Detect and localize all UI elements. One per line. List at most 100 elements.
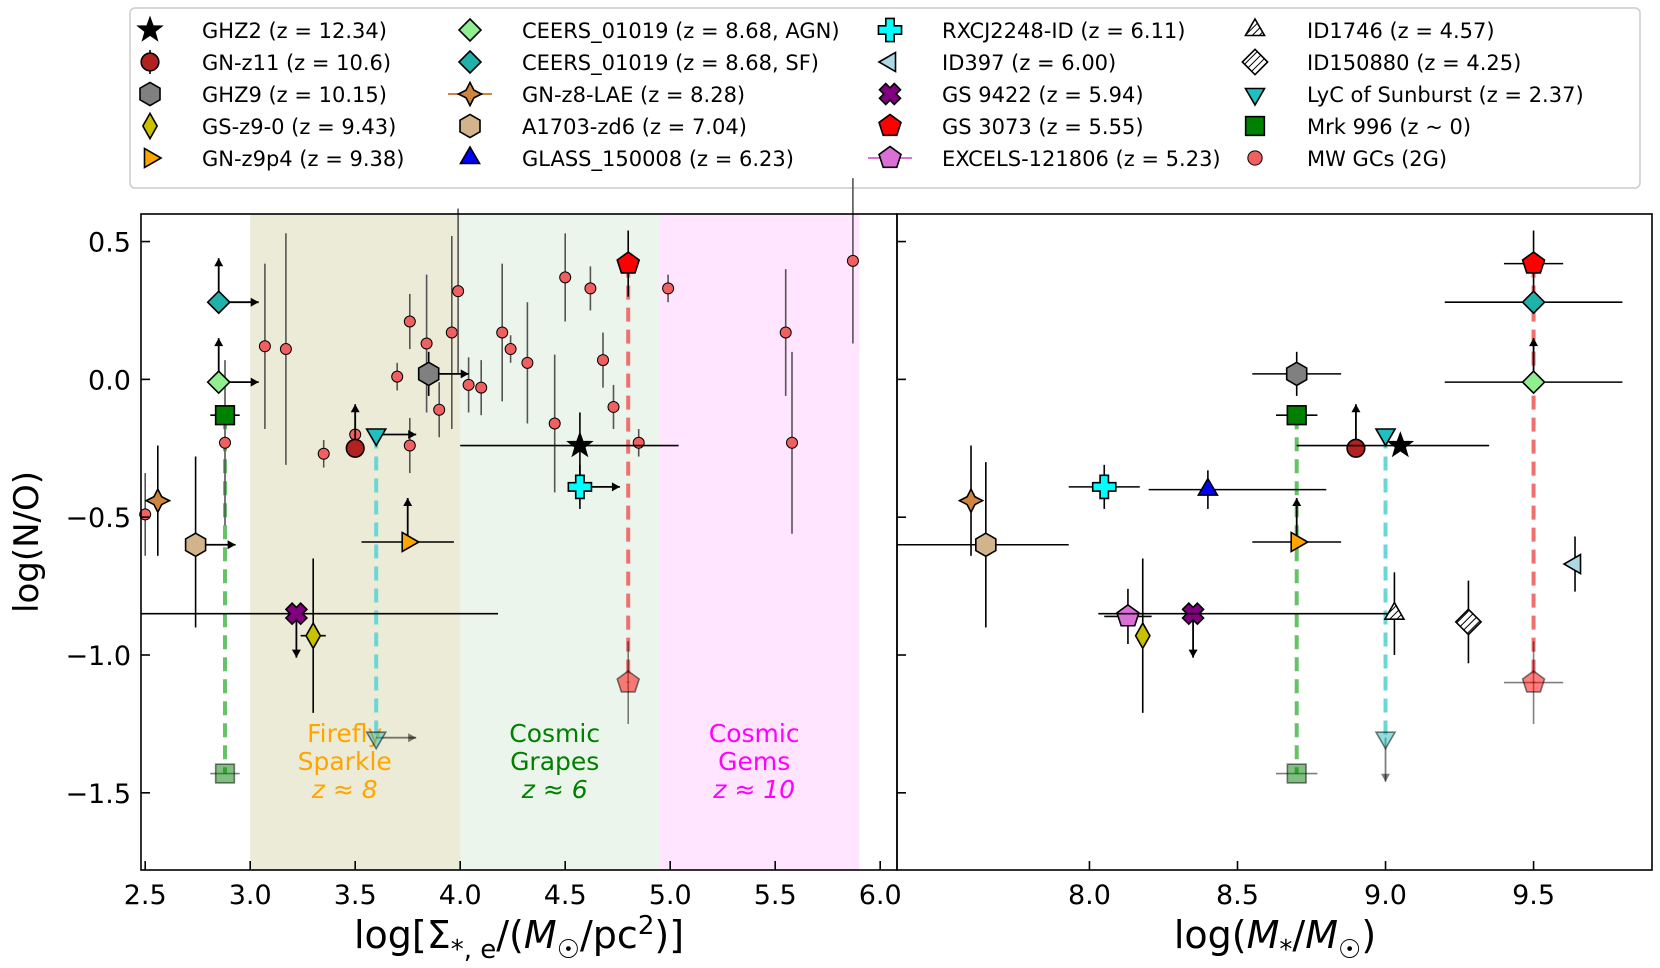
point-ghz9 [1285,361,1308,387]
mw-gc-point [403,315,416,328]
legend-marker [1244,115,1266,137]
x-tick-label: 6.0 [859,880,902,911]
point-gs-9422 [284,602,309,626]
legend-marker [878,145,902,169]
legend-marker [878,113,902,137]
mw-gc-point [597,354,609,367]
mw-gc-point [391,370,404,383]
point-gs-z9-0 [1134,621,1151,650]
mw-gc-point [607,400,620,413]
legend-marker [877,51,897,73]
mw-gc-point [420,337,433,350]
y-tick-label: 0.0 [88,365,131,396]
point-ceers-01019-sf [206,290,231,315]
point-ghz9 [417,361,440,387]
point-id397 [1562,553,1582,575]
legend-label: GHZ9 (z = 10.15) [202,83,387,107]
mw-gc-point [496,326,509,339]
legend-label: ID397 (z = 6.00) [942,51,1116,75]
point-sunburst [365,428,388,448]
left-dashed-links [223,263,631,774]
legend-label: GN-z9p4 (z = 9.38) [202,147,404,171]
right-limit-arrow-head [408,430,417,440]
legend-marker [457,17,483,43]
left-galaxy-points [141,230,679,784]
legend-marker [456,80,484,108]
legend-label: GN-z11 (z = 10.6) [202,51,391,75]
legend-marker [1244,87,1266,107]
legend-marker [459,145,481,165]
y-tick-label: −0.5 [65,503,131,534]
legend-marker [1244,17,1266,37]
point-ceers-01019-agn [206,370,231,395]
legend-label: LyC of Sunburst (z = 2.37) [1307,83,1584,107]
legend-label: ID1746 (z = 4.57) [1307,19,1495,43]
legend-marker [878,82,902,106]
x-tick-label: 2.5 [124,880,167,911]
point-gs-3073 [616,251,641,274]
point-excels-121806 [1116,603,1140,627]
x-tick-label: 9.0 [1364,880,1407,911]
legend-marker [141,111,159,141]
region-label-line: z ≈ 6 [521,775,588,804]
mw-gc-point [548,417,561,430]
legend-label: GN-z8-LAE (z = 8.28) [522,83,745,107]
legend-label: GHZ2 (z = 12.34) [202,19,387,43]
point-mrk-996 [1286,405,1307,426]
point-ceers-01019-agn [1521,370,1546,395]
point-gn-z9p4 [401,531,421,553]
left-x-axis: 2.5 3.0 3.5 4.0 4.5 5.0 5.5 6.0 [124,861,902,911]
region-label-line: z ≈ 10 [712,775,795,804]
legend-marker [459,113,481,139]
mw-gc-point [279,343,292,356]
upper-limit-arrow-head [403,498,413,506]
mw-gc-point [846,254,859,267]
point-ghz2 [566,431,594,458]
point-mrk-996 [214,405,236,426]
point-mrk-996 [1286,763,1307,784]
legend-label: GLASS_150008 (z = 6.23) [522,147,794,172]
y-tick-label: −1.5 [65,779,131,810]
point-sunburst [1374,428,1397,448]
mw-gc-point [521,356,534,369]
legend-label: GS 9422 (z = 5.94) [942,83,1144,107]
upper-limit-arrow-head [1351,404,1361,413]
right-plot-frame [896,213,1653,871]
region-band [460,214,660,870]
point-id150880 [1454,608,1483,636]
right-limit-arrow-head [460,369,469,379]
mw-gc-point [433,403,446,416]
mw-gc-point [219,436,231,449]
legend-marker [143,147,163,169]
point-a1703-zd6 [184,532,207,558]
legend-label: Mrk 996 (z ~ 0) [1307,115,1471,139]
point-mrk-996 [214,763,236,784]
x-tick-label: 3.5 [334,880,377,911]
right-x-axis: 8.0 8.5 9.0 9.5 [1068,861,1555,911]
right-limit-arrow-head [408,733,417,743]
point-gs-3073 [1521,251,1546,274]
legend-marker [457,49,483,75]
point-ceers-01019-sf [1521,290,1546,315]
point-glass-150008 [1196,477,1219,496]
region-label-line: Gems [718,747,790,776]
mw-gc-point [632,436,645,449]
legend-label: A1703-zd6 (z = 7.04) [522,115,747,139]
mw-gc-point [445,326,458,339]
point-rxcj2248-id [1091,474,1117,500]
y-tick-label: 0.5 [88,228,131,259]
mw-gc-point [559,271,572,284]
legend-label: MW GCs (2G) [1307,147,1447,171]
mw-gc-point [786,436,798,449]
lower-limit-arrow-head [1188,649,1198,658]
point-id1746 [1383,601,1406,620]
legend-marker [1247,150,1263,166]
legend-label: CEERS_01019 (z = 8.68, AGN) [522,19,840,44]
x-tick-label: 8.0 [1068,880,1111,911]
right-limit-arrow-head [227,540,236,550]
y-axis-label: log(N/O) [7,471,47,613]
mw-gc-point [452,285,465,298]
upper-limit-arrow-head [214,258,224,267]
right-limit-arrow-head [611,482,620,492]
mw-gc-point [779,326,792,339]
